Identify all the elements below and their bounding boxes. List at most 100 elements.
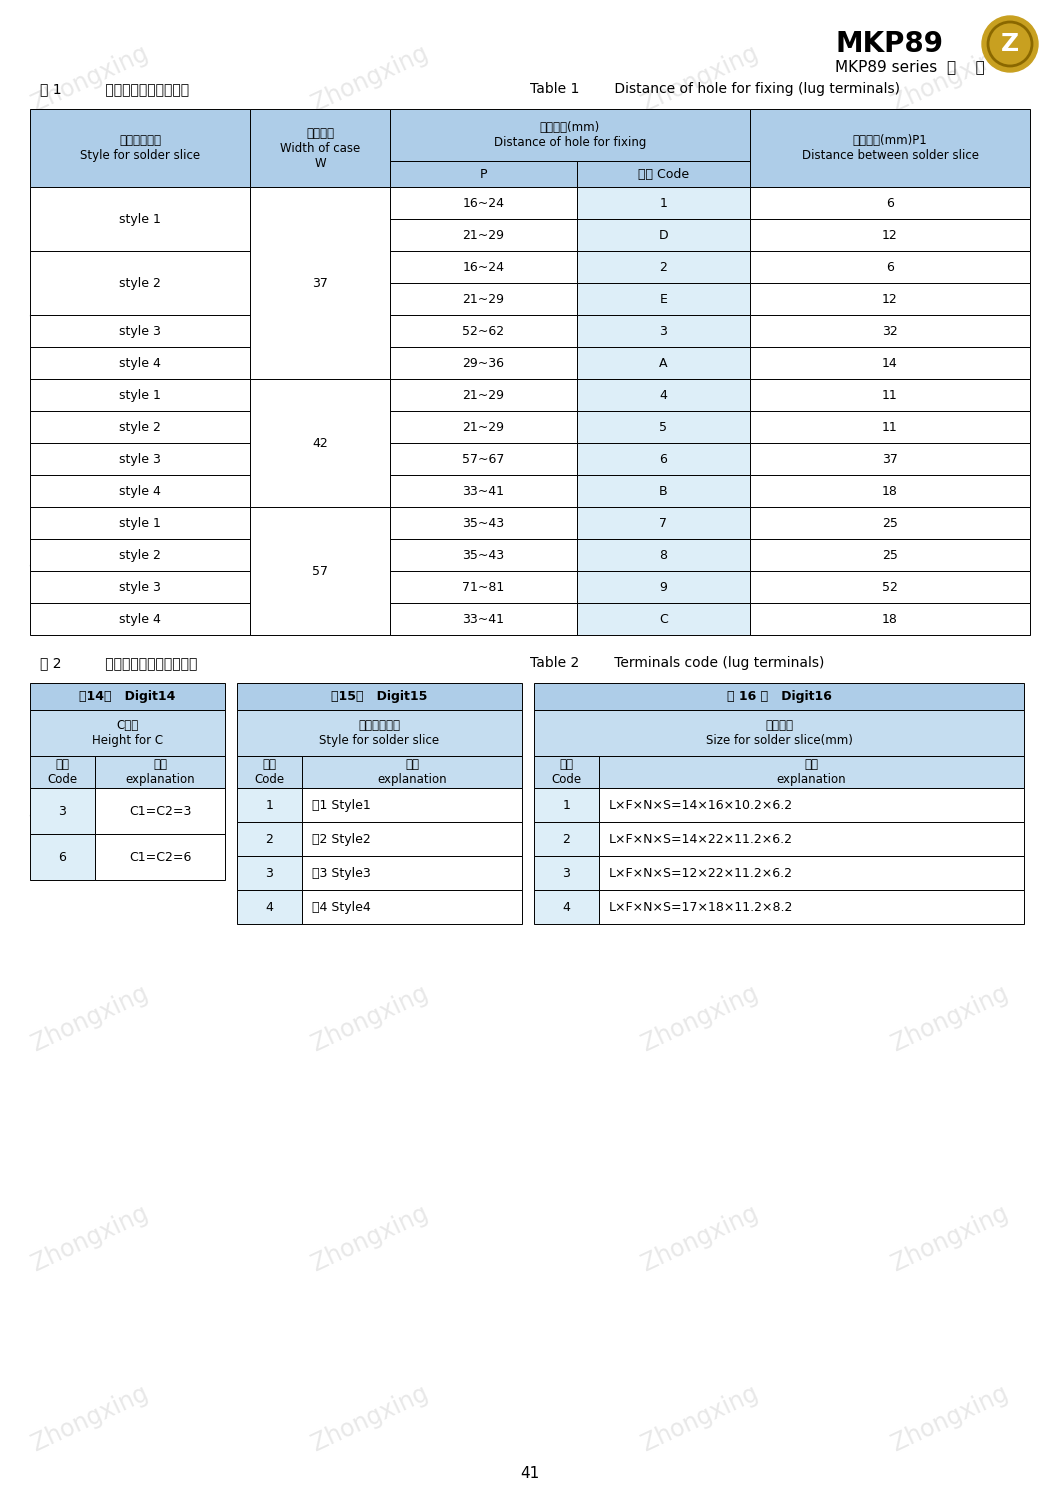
Text: E: E (659, 292, 668, 306)
Text: Z: Z (1001, 31, 1019, 55)
Text: C: C (659, 613, 668, 625)
Text: 图3 Style3: 图3 Style3 (312, 866, 371, 880)
Bar (750, 219, 1030, 250)
Text: 说明
explanation: 说明 explanation (777, 758, 846, 785)
Bar (390, 283, 577, 315)
Bar (302, 821, 522, 856)
Bar (750, 187, 1030, 219)
Text: 21~29: 21~29 (462, 388, 505, 402)
Text: 12: 12 (882, 228, 898, 241)
Text: 焉片间距(mm)P1
Distance between solder slice: 焉片间距(mm)P1 Distance between solder slice (801, 133, 978, 162)
Text: 52~62: 52~62 (462, 324, 505, 337)
Text: 57: 57 (312, 565, 328, 577)
Bar (750, 411, 1030, 444)
Bar (750, 507, 1030, 540)
Text: Zhongxing: Zhongxing (638, 511, 762, 586)
Text: Zhongxing: Zhongxing (638, 261, 762, 336)
Text: 7: 7 (659, 517, 668, 529)
Bar (750, 315, 1030, 346)
Text: 说明
explanation: 说明 explanation (125, 758, 195, 785)
Text: Table 2        Terminals code (lug terminals): Table 2 Terminals code (lug terminals) (530, 657, 825, 670)
Text: Zhongxing: Zhongxing (28, 42, 153, 117)
Text: 14: 14 (882, 357, 898, 369)
Text: L×F×N×S=17×18×11.2×8.2: L×F×N×S=17×18×11.2×8.2 (610, 901, 793, 913)
Text: 35~43: 35~43 (462, 517, 505, 529)
Bar (577, 219, 750, 250)
Text: 2: 2 (563, 832, 570, 845)
Text: 9: 9 (659, 580, 668, 594)
Bar (30, 346, 250, 379)
Text: 2: 2 (659, 261, 668, 273)
Text: 3: 3 (58, 805, 67, 817)
Bar (750, 109, 1030, 187)
Bar (30, 711, 225, 755)
Text: 4: 4 (659, 388, 668, 402)
Text: Zhongxing: Zhongxing (28, 1202, 153, 1277)
Text: 6: 6 (58, 850, 67, 863)
Bar (599, 788, 1024, 821)
Text: 代码
Code: 代码 Code (48, 758, 77, 785)
Text: 16~24: 16~24 (462, 261, 505, 273)
Text: 33~41: 33~41 (462, 613, 505, 625)
Bar (577, 160, 750, 187)
Text: 6: 6 (886, 196, 894, 210)
Text: Zhongxing: Zhongxing (307, 261, 432, 336)
Text: 71~81: 71~81 (462, 580, 505, 594)
Bar (95, 833, 225, 880)
Bar (302, 788, 522, 821)
Bar (390, 444, 577, 475)
Text: C高度
Height for C: C高度 Height for C (92, 720, 163, 747)
Text: 表 2          引出端代码（接线片式）: 表 2 引出端代码（接线片式） (40, 657, 197, 670)
Text: 11: 11 (882, 421, 898, 433)
Text: 16~24: 16~24 (462, 196, 505, 210)
Text: 32: 32 (882, 324, 898, 337)
Bar (750, 283, 1030, 315)
Text: Zhongxing: Zhongxing (307, 1202, 432, 1277)
Text: Zhongxing: Zhongxing (638, 982, 762, 1057)
Text: style 3: style 3 (119, 580, 161, 594)
Text: Zhongxing: Zhongxing (28, 261, 153, 336)
Text: 18: 18 (882, 484, 898, 498)
Bar (30, 109, 250, 187)
Bar (250, 109, 390, 187)
Bar (30, 379, 250, 411)
Text: Zhongxing: Zhongxing (28, 1382, 153, 1457)
Bar (750, 540, 1030, 571)
Text: 5: 5 (659, 421, 668, 433)
Text: 图2 Style2: 图2 Style2 (312, 832, 371, 845)
Bar (30, 540, 250, 571)
Text: L×F×N×S=14×16×10.2×6.2: L×F×N×S=14×16×10.2×6.2 (610, 799, 793, 811)
Text: 第15位   Digit15: 第15位 Digit15 (332, 690, 427, 703)
Bar (390, 346, 577, 379)
Bar (534, 821, 599, 856)
Bar (577, 571, 750, 603)
Text: Zhongxing: Zhongxing (888, 761, 1012, 836)
Circle shape (982, 16, 1038, 72)
Bar (30, 603, 250, 636)
Bar (237, 821, 302, 856)
Bar (390, 315, 577, 346)
Bar (750, 346, 1030, 379)
Text: style 1: style 1 (119, 213, 161, 225)
Text: C1=C2=3: C1=C2=3 (129, 805, 191, 817)
Bar (30, 788, 95, 833)
Text: 图1 Style1: 图1 Style1 (312, 799, 371, 811)
Bar (95, 788, 225, 833)
Text: Zhongxing: Zhongxing (28, 761, 153, 836)
Bar (237, 711, 522, 755)
Text: 第 16 位   Digit16: 第 16 位 Digit16 (726, 690, 831, 703)
Text: 29~36: 29~36 (462, 357, 505, 369)
Text: Zhongxing: Zhongxing (638, 1382, 762, 1457)
Text: 3: 3 (266, 866, 273, 880)
Text: style 2: style 2 (119, 421, 161, 433)
Text: 21~29: 21~29 (462, 421, 505, 433)
Bar (237, 684, 522, 711)
Bar (534, 684, 1024, 711)
Text: 安装孔距(mm)
Distance of hole for fixing: 安装孔距(mm) Distance of hole for fixing (494, 121, 647, 148)
Bar (390, 540, 577, 571)
Bar (30, 411, 250, 444)
Text: Zhongxing: Zhongxing (28, 511, 153, 586)
Bar (237, 856, 302, 890)
Text: 25: 25 (882, 517, 898, 529)
Bar (237, 755, 302, 788)
